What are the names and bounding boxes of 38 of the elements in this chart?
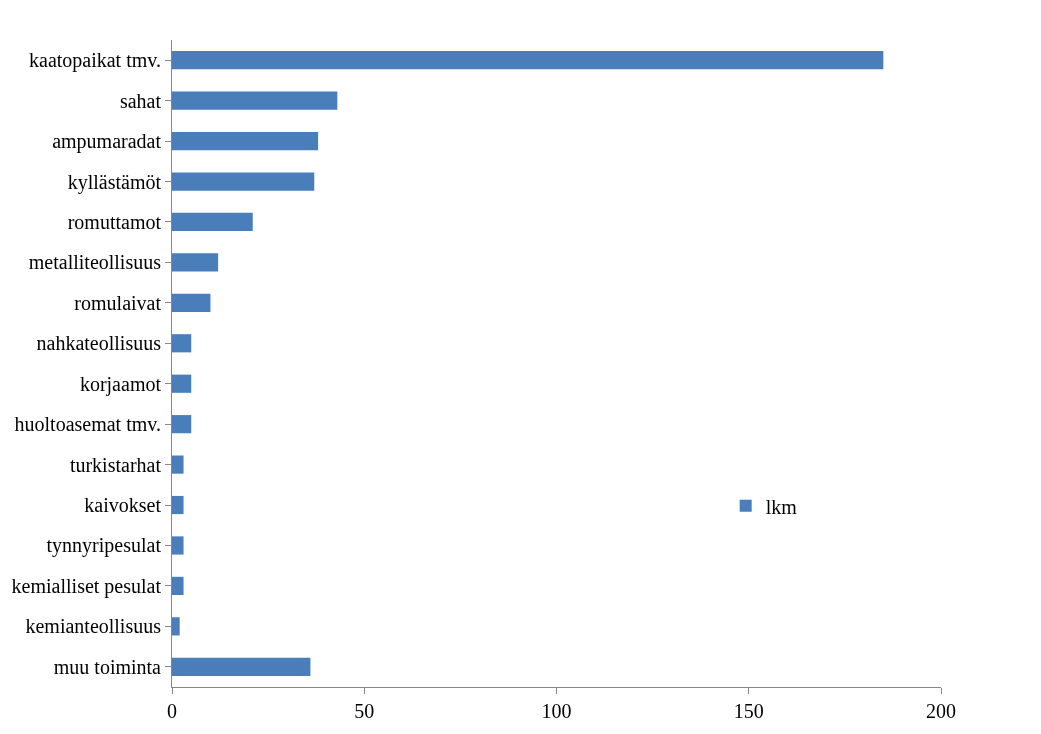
x-tick-label: 100 (541, 700, 572, 722)
y-tick-label: ampumaradat (52, 130, 162, 154)
y-tick-label: muu toiminta (53, 655, 162, 678)
y-tick-label: nahkateollisuus (36, 332, 162, 355)
x-tick-label: 200 (926, 700, 956, 722)
bar (172, 495, 184, 515)
y-tick-label: romuttamot (67, 210, 162, 233)
bar (172, 455, 184, 474)
bar (172, 253, 219, 272)
y-tick-label: kyllästämöt (67, 170, 162, 194)
bar (172, 51, 884, 70)
bar (172, 91, 338, 110)
y-tick-label: kaatopaikat tmv. (29, 49, 161, 73)
y-tick-label: kemianteollisuus (25, 615, 162, 638)
bar (172, 334, 192, 353)
bar (172, 212, 253, 232)
y-tick-label: metalliteollisuus (28, 251, 162, 274)
y-tick-label: turkistarhat (69, 453, 162, 476)
y-tick-label: kemialliset pesulat (11, 574, 162, 598)
bar (172, 374, 192, 393)
bar (172, 576, 184, 595)
y-tick-label: huoltoasemat tmv. (14, 413, 161, 436)
y-tick-label: kaivokset (84, 494, 162, 517)
bar (172, 657, 311, 676)
y-tick-label: tynnyripesulat (46, 534, 162, 558)
y-tick-label: romulaivat (74, 291, 162, 314)
bar (172, 172, 315, 191)
bar (172, 617, 180, 636)
y-tick-label: korjaamot (79, 372, 162, 396)
bar (172, 293, 211, 312)
bar (172, 132, 319, 151)
y-tick-label: sahat (119, 89, 162, 112)
legend-label: lkm (765, 495, 798, 518)
x-tick-label: 150 (733, 700, 764, 722)
x-tick-label: 50 (354, 700, 375, 722)
bar (172, 415, 192, 434)
x-tick-label: 0 (167, 700, 177, 722)
bar (172, 536, 184, 555)
